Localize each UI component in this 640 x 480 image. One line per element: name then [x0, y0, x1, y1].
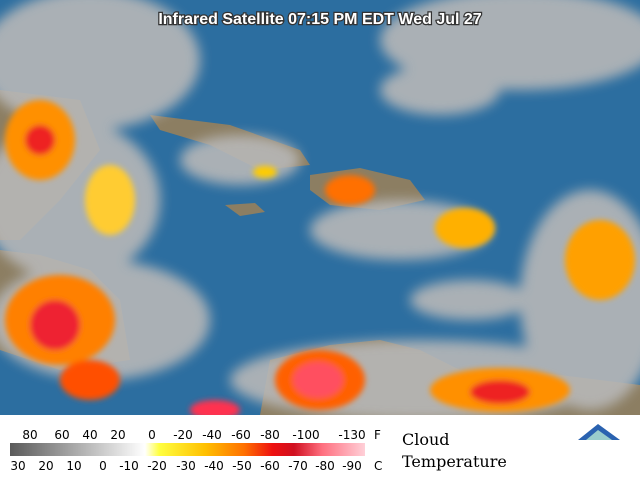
- logo: [578, 424, 620, 440]
- celsius-label: -70: [288, 459, 308, 473]
- celsius-label: 10: [66, 459, 81, 473]
- fahrenheit-label: 40: [82, 428, 97, 442]
- cold-cloud-tops: [5, 100, 635, 420]
- fahrenheit-label: -40: [202, 428, 222, 442]
- fahrenheit-unit: F: [374, 428, 381, 442]
- celsius-label: -10: [119, 459, 139, 473]
- fahrenheit-label: -20: [173, 428, 193, 442]
- celsius-label: -90: [342, 459, 362, 473]
- fahrenheit-label: 80: [22, 428, 37, 442]
- celsius-unit: C: [374, 459, 382, 473]
- celsius-labels: 30 20 10 0 -10 -20 -30 -40 -50 -60 -70 -80 -90: [10, 459, 361, 473]
- fahrenheit-label: -100: [292, 428, 319, 442]
- fahrenheit-label: 20: [110, 428, 125, 442]
- fahrenheit-label: 0: [148, 428, 156, 442]
- celsius-label: -80: [315, 459, 335, 473]
- fahrenheit-labels: 80 60 40 20 0 -20 -40 -60 -80 -100 -130: [22, 428, 365, 442]
- color-scale: [10, 443, 365, 456]
- celsius-label: -60: [260, 459, 280, 473]
- celsius-label: -20: [147, 459, 167, 473]
- fahrenheit-label: -130: [338, 428, 365, 442]
- celsius-label: -30: [176, 459, 196, 473]
- celsius-label: -50: [232, 459, 252, 473]
- celsius-label: -40: [204, 459, 224, 473]
- map-title: Infrared Satellite 07:15 PM EDT Wed Jul …: [158, 11, 481, 28]
- fahrenheit-label: 60: [54, 428, 69, 442]
- fahrenheit-label: -80: [260, 428, 280, 442]
- celsius-label: 30: [10, 459, 25, 473]
- celsius-label: 0: [99, 459, 107, 473]
- celsius-label: 20: [38, 459, 53, 473]
- legend-caption: Cloud: [402, 430, 450, 449]
- legend-caption: Temperature: [402, 452, 507, 471]
- fahrenheit-label: -60: [231, 428, 251, 442]
